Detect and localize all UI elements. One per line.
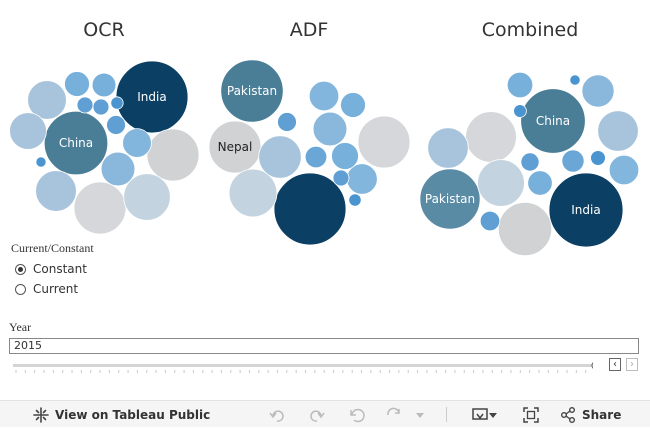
- bubble[interactable]: [258, 135, 302, 179]
- bubble[interactable]: [312, 111, 348, 147]
- bubble[interactable]: [479, 210, 501, 232]
- revert-button[interactable]: [349, 401, 365, 428]
- redo-icon: [310, 409, 325, 422]
- bubble[interactable]: [419, 168, 481, 230]
- pause-dropdown-icon: [416, 412, 424, 418]
- bubble[interactable]: [9, 112, 47, 150]
- bubble-label: India: [137, 90, 166, 104]
- bubble-label: Nepal: [218, 140, 253, 154]
- bubble-label: China: [536, 114, 570, 128]
- bubble[interactable]: [465, 111, 517, 163]
- year-slider[interactable]: [13, 357, 593, 379]
- bubble[interactable]: [569, 74, 581, 86]
- chart-title-ocr: OCR: [83, 19, 124, 41]
- bubble[interactable]: [123, 173, 171, 221]
- radio-constant-indicator[interactable]: [15, 263, 26, 275]
- toolbar-divider: [446, 401, 447, 428]
- pause-dropdown-button[interactable]: [415, 401, 425, 428]
- bubble-label: Pakistan: [227, 84, 277, 98]
- bubble[interactable]: [597, 110, 639, 152]
- bubble[interactable]: [520, 152, 540, 172]
- fullscreen-icon: [523, 406, 539, 423]
- bubble[interactable]: [277, 112, 297, 132]
- share-button[interactable]: Share: [560, 401, 621, 428]
- bubble[interactable]: [91, 72, 117, 98]
- radio-constant-label: Constant: [33, 262, 87, 276]
- bubble[interactable]: [76, 96, 94, 114]
- refresh-button[interactable]: [386, 401, 402, 428]
- bubble[interactable]: [427, 127, 469, 169]
- bubble[interactable]: [73, 181, 127, 235]
- chart-title-adf: ADF: [290, 19, 329, 41]
- bubble[interactable]: [608, 154, 640, 186]
- parameter-title: Current/Constant: [11, 241, 94, 255]
- year-value-field[interactable]: 2015: [9, 338, 639, 354]
- bubble[interactable]: [527, 170, 553, 196]
- view-on-tableau-button[interactable]: View on Tableau Public: [33, 401, 210, 428]
- bubble[interactable]: [357, 115, 411, 169]
- slider-track[interactable]: [13, 364, 593, 367]
- ocr-bubbles: India China: [9, 60, 200, 235]
- bubble-label: Pakistan: [425, 192, 475, 206]
- bubble[interactable]: [548, 172, 624, 248]
- share-icon: [561, 406, 575, 423]
- bubble[interactable]: [110, 96, 124, 110]
- slider-ticks: [15, 370, 587, 373]
- refresh-icon: [387, 407, 400, 415]
- adf-bubbles: Pakistan Nepal: [208, 59, 411, 246]
- bubble[interactable]: [331, 142, 359, 170]
- bubble[interactable]: [561, 149, 585, 173]
- undo-icon: [269, 409, 284, 422]
- bubble[interactable]: [520, 88, 586, 154]
- toolbar: View on Tableau Public: [0, 400, 650, 427]
- bubble[interactable]: [64, 71, 90, 97]
- bubble[interactable]: [340, 92, 366, 118]
- combined-bubbles: India China Pakistan: [419, 71, 640, 257]
- radio-constant[interactable]: Constant: [15, 260, 87, 278]
- bubble[interactable]: [228, 168, 278, 218]
- radio-current-indicator[interactable]: [15, 283, 26, 295]
- redo-button[interactable]: [309, 401, 325, 428]
- bubble[interactable]: [35, 170, 77, 212]
- slider-thumb[interactable]: [591, 362, 593, 370]
- bubble[interactable]: [106, 115, 126, 135]
- bubble[interactable]: [590, 150, 606, 166]
- radio-current-label: Current: [33, 282, 79, 296]
- share-label: Share: [582, 407, 622, 422]
- fullscreen-button[interactable]: [523, 401, 539, 428]
- bubble[interactable]: [273, 172, 347, 246]
- chevron-right-icon[interactable]: ›: [626, 358, 638, 371]
- bubble[interactable]: [477, 159, 525, 207]
- bubble[interactable]: [27, 80, 67, 120]
- view-on-tableau-label: View on Tableau Public: [55, 407, 211, 422]
- bubble-charts: OCR ADF Combined India China Pakistan Nepa…: [9, 19, 640, 257]
- bubble[interactable]: [92, 98, 110, 116]
- bubble[interactable]: [513, 104, 527, 118]
- bubble[interactable]: [122, 128, 152, 158]
- bubble[interactable]: [332, 169, 350, 187]
- bubble[interactable]: [304, 145, 328, 169]
- chart-title-combined: Combined: [482, 19, 579, 41]
- bubble-label: India: [571, 203, 600, 217]
- bubble[interactable]: [506, 71, 534, 99]
- bubble[interactable]: [308, 80, 340, 112]
- bubble[interactable]: [146, 128, 200, 182]
- tableau-logo-icon: [33, 406, 49, 423]
- bubble[interactable]: [581, 74, 615, 108]
- chevron-left-icon[interactable]: ‹: [609, 358, 621, 371]
- bubble[interactable]: [348, 193, 362, 207]
- bubble[interactable]: [497, 201, 553, 257]
- radio-current[interactable]: Current: [15, 280, 78, 298]
- bubble[interactable]: [43, 110, 109, 176]
- undo-button[interactable]: [269, 401, 285, 428]
- bubble[interactable]: [100, 151, 136, 187]
- bubble-label: China: [59, 136, 93, 150]
- revert-icon: [350, 408, 365, 422]
- download-icon: [472, 407, 497, 420]
- bubble[interactable]: [220, 59, 284, 123]
- year-filter-title: Year: [9, 320, 32, 334]
- bubble[interactable]: [35, 156, 47, 168]
- download-button[interactable]: [472, 401, 498, 428]
